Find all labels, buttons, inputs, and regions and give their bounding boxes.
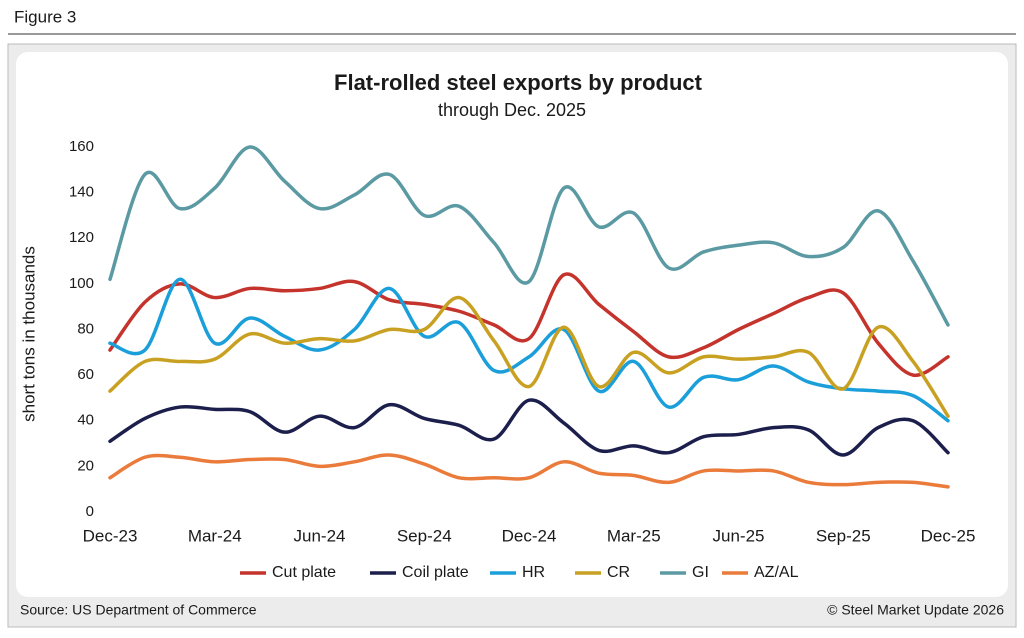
legend-label: HR <box>522 564 545 581</box>
x-tick-label: Jun-24 <box>294 526 346 545</box>
x-tick-label: Mar-25 <box>607 526 661 545</box>
y-tick-label: 40 <box>77 412 94 429</box>
series-line <box>108 453 950 489</box>
series-line <box>108 145 950 327</box>
y-tick-label: 60 <box>77 366 94 383</box>
y-tick-label: 20 <box>77 457 94 474</box>
legend-label: AZ/AL <box>754 564 799 581</box>
legend-label: GI <box>692 564 709 581</box>
x-tick-label: Dec-23 <box>83 526 138 545</box>
y-tick-label: 160 <box>69 138 94 155</box>
chart-title: Flat-rolled steel exports by product <box>334 70 703 95</box>
x-tick-label: Mar-24 <box>188 526 242 545</box>
y-tick-label: 140 <box>69 184 94 201</box>
series-line <box>108 277 950 423</box>
x-tick-label: Dec-25 <box>921 526 976 545</box>
x-tick-label: Sep-25 <box>816 526 871 545</box>
series-line <box>108 295 950 418</box>
y-tick-label: 120 <box>69 229 94 246</box>
series-line <box>108 398 950 457</box>
legend-label: Coil plate <box>402 564 469 581</box>
copyright: © Steel Market Update 2026 <box>827 602 1004 618</box>
legend-label: Cut plate <box>272 564 336 581</box>
x-tick-label: Sep-24 <box>397 526 452 545</box>
x-tick-label: Jun-25 <box>713 526 765 545</box>
y-tick-label: 100 <box>69 275 94 292</box>
y-tick-label: 80 <box>77 320 94 337</box>
y-tick-label: 0 <box>86 503 94 520</box>
legend-label: CR <box>607 564 630 581</box>
x-tick-label: Dec-24 <box>502 526 557 545</box>
figure-label: Figure 3 <box>14 7 76 26</box>
chart-area <box>16 52 1008 597</box>
series-line <box>108 272 950 377</box>
chart-subtitle: through Dec. 2025 <box>438 100 586 120</box>
y-axis-label: short tons in thousands <box>19 246 38 422</box>
source: Source: US Department of Commerce <box>20 602 257 618</box>
